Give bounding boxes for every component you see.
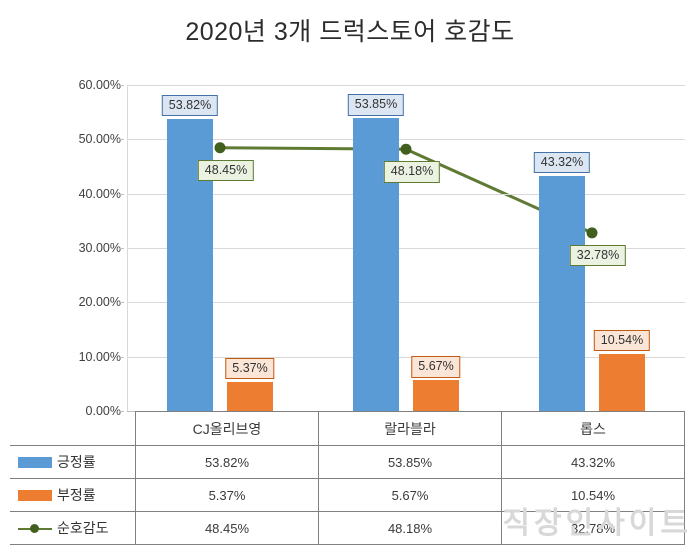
legend-swatch-net-favorability — [18, 523, 52, 534]
legend-entry[interactable]: 순호감도 — [10, 511, 136, 545]
y-axis-tick-label: 60.00% — [78, 78, 121, 92]
y-axis: 0.00% 10.00% 20.00% 30.00% 40.00% 50.00% 60.00… — [27, 78, 124, 418]
y-axis-tick-mark — [119, 139, 124, 141]
y-axis-tick-mark — [119, 193, 124, 195]
bar-positive-rate[interactable] — [539, 175, 585, 411]
table-header-legend-cell — [10, 412, 136, 446]
table-cell-value: 48.18% — [318, 511, 502, 545]
legend-swatch-negative-rate — [18, 489, 52, 501]
data-label-negative-rate: 10.54% — [593, 329, 651, 352]
data-label-negative-rate: 5.67% — [411, 356, 461, 378]
table-cell-value: 5.67% — [318, 478, 502, 512]
y-axis-tick-label: 0.00% — [85, 404, 121, 418]
gridline — [127, 356, 685, 358]
table-cell-value: 5.37% — [135, 478, 319, 512]
table-category-header: CJ올리브영 — [135, 411, 319, 446]
data-label-positive-rate: 53.82% — [161, 94, 219, 116]
table-row: 긍정률 53.82% 53.85% 43.32% — [10, 445, 685, 479]
table-category-header: 롭스 — [501, 411, 685, 446]
data-label-positive-rate: 43.32% — [533, 151, 591, 173]
table-cell-value: 53.85% — [318, 445, 502, 479]
legend-entry-label: 긍정률 — [57, 454, 96, 470]
y-axis-tick-mark — [119, 302, 124, 304]
legend-entry[interactable]: 부정률 — [10, 478, 136, 512]
net-favorability-marker[interactable] — [214, 142, 226, 154]
bar-negative-rate[interactable] — [413, 380, 459, 411]
y-axis-tick-mark — [119, 85, 124, 86]
net-favorability-line-series — [214, 142, 598, 239]
table-cell-value: 53.82% — [135, 445, 319, 479]
gridline — [127, 85, 685, 86]
y-axis-tick-mark — [119, 411, 124, 412]
data-label-negative-rate: 5.37% — [225, 357, 275, 380]
y-axis-tick-label: 10.00% — [78, 349, 121, 364]
y-axis-tick-label: 20.00% — [78, 295, 121, 310]
data-label-net-favorability: 48.45% — [197, 159, 255, 182]
y-axis-tick-label: 30.00% — [78, 241, 121, 255]
net-favorability-marker[interactable] — [400, 143, 412, 155]
table-row: 순호감도 48.45% 48.18% 32.78% — [10, 511, 685, 545]
legend-entry-label: 순호감도 — [57, 520, 109, 536]
table-cell-value: 32.78% — [501, 511, 685, 545]
gridline — [127, 193, 685, 195]
bar-negative-rate[interactable] — [227, 381, 273, 411]
table-category-header: 랄라블라 — [318, 411, 502, 446]
gridline — [127, 248, 685, 249]
table-cell-value: 48.45% — [135, 511, 319, 545]
data-label-net-favorability: 32.78% — [569, 244, 627, 267]
y-axis-tick-mark — [119, 248, 124, 249]
gridline — [127, 139, 685, 141]
plot-area: 53.82% 5.37% 48.45% 53.85% 5.67% 48.18% 43.32%… — [127, 85, 685, 411]
table-header-row: CJ올리브영 랄라블라 롭스 — [10, 411, 685, 446]
y-axis-tick-label: 50.00% — [78, 132, 121, 147]
chart-title: 2020년 3개 드럭스토어 호감도 — [185, 18, 515, 46]
y-axis-tick-label: 40.00% — [78, 186, 121, 201]
net-favorability-marker[interactable] — [586, 227, 598, 239]
table-cell-value: 10.54% — [501, 478, 685, 512]
data-label-net-favorability: 48.18% — [383, 161, 441, 183]
bar-negative-rate[interactable] — [599, 353, 645, 411]
gridline — [127, 302, 685, 304]
data-label-positive-rate: 53.85% — [347, 94, 405, 116]
table-cell-value: 43.32% — [501, 445, 685, 479]
y-axis-tick-mark — [119, 356, 124, 358]
legend-swatch-positive-rate — [18, 456, 52, 468]
table-row: 부정률 5.37% 5.67% 10.54% — [10, 478, 685, 512]
legend-entry[interactable]: 긍정률 — [10, 445, 136, 479]
legend-entry-label: 부정률 — [57, 487, 96, 503]
